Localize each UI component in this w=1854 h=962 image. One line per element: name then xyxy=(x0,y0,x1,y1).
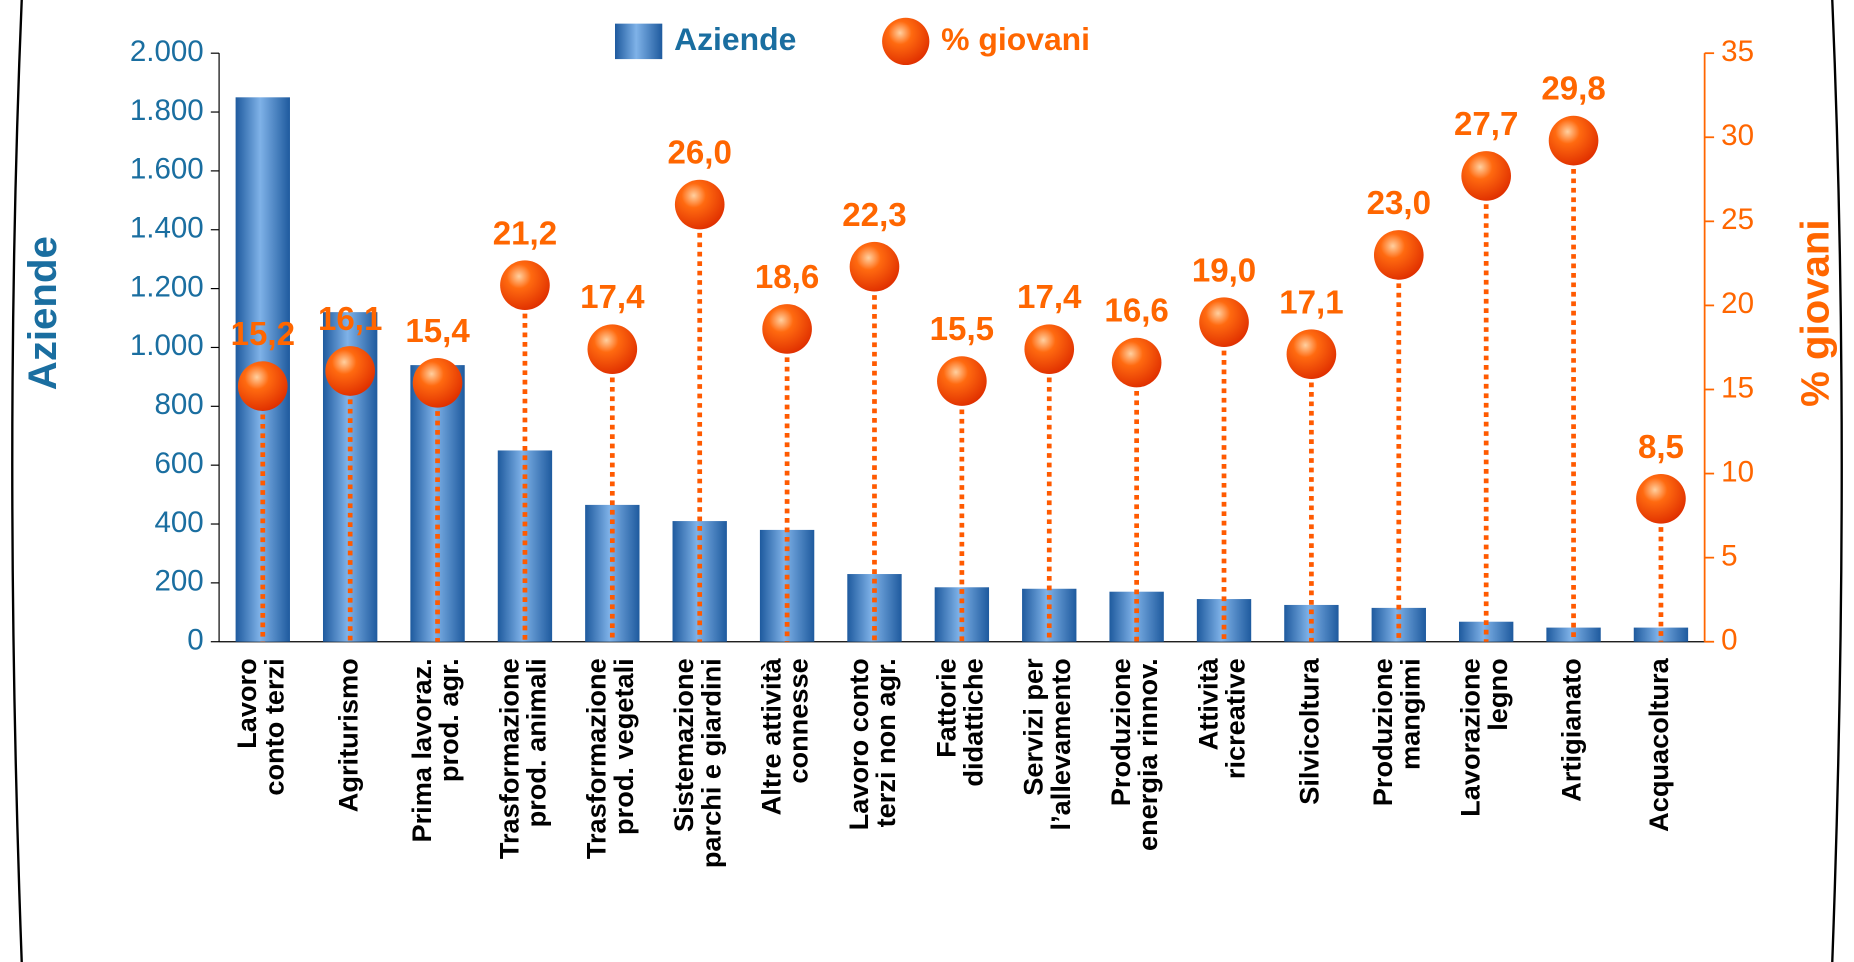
y2-tick-label: 0 xyxy=(1721,624,1737,657)
y-axis-title: Aziende xyxy=(20,236,65,390)
y2-tick-label: 5 xyxy=(1721,539,1737,572)
value-label: 17,4 xyxy=(1017,279,1082,316)
x-tick-label: Trasformazioneprod. animali xyxy=(494,658,552,859)
value-label: 21,2 xyxy=(493,215,557,252)
dot xyxy=(500,260,550,311)
y2-tick-label: 20 xyxy=(1721,287,1754,320)
x-tick-label: Altre attivitàconnesse xyxy=(756,657,814,815)
dot xyxy=(674,179,725,230)
value-label: 15,5 xyxy=(930,311,994,348)
y-tick-label: 600 xyxy=(154,447,203,480)
legend-swatch xyxy=(882,17,930,65)
y-tick-label: 1.400 xyxy=(130,212,204,245)
x-tick-label: Trasformazioneprod. vegetali xyxy=(581,658,639,859)
dot xyxy=(1548,115,1599,166)
x-tick-label: Prima lavoraz.prod. agr. xyxy=(406,658,464,842)
dot xyxy=(937,356,987,406)
dot xyxy=(849,241,900,292)
legend-swatch xyxy=(615,23,663,60)
value-label: 17,1 xyxy=(1279,284,1343,321)
legend-label: Aziende xyxy=(674,21,796,57)
x-tick-label: Acquacoltura xyxy=(1643,657,1674,832)
y-tick-label: 0 xyxy=(187,624,203,657)
bar xyxy=(497,450,553,642)
value-label: 15,4 xyxy=(405,313,470,350)
value-label: 23,0 xyxy=(1367,185,1431,222)
x-tick-label: Produzioneenergia rinnov. xyxy=(1105,658,1163,851)
dot xyxy=(325,346,375,396)
x-tick-label: Lavorazionelegno xyxy=(1455,658,1513,817)
y2-tick-label: 35 xyxy=(1721,35,1754,68)
value-label: 27,7 xyxy=(1454,106,1518,143)
value-label: 15,2 xyxy=(231,316,295,353)
x-tick-label: Agriturismo xyxy=(332,658,363,812)
y-tick-label: 1.800 xyxy=(130,94,204,127)
x-tick-label: Lavoroconto terzi xyxy=(231,658,289,795)
bar xyxy=(585,504,640,642)
y2-tick-label: 15 xyxy=(1721,371,1754,404)
y-tick-label: 400 xyxy=(154,506,203,539)
dot xyxy=(1024,324,1075,374)
value-label: 16,1 xyxy=(318,301,382,338)
x-tick-label: Servizi perl’allevamento xyxy=(1018,658,1076,831)
y-tick-label: 1.200 xyxy=(130,270,204,303)
dot xyxy=(237,361,288,411)
frame xyxy=(11,0,1843,962)
x-tick-label: Silvicoltura xyxy=(1294,657,1325,804)
y-tick-label: 1.600 xyxy=(130,153,204,186)
x-tick-label: Produzionemangimi xyxy=(1367,658,1425,806)
value-label: 26,0 xyxy=(668,135,732,172)
value-label: 29,8 xyxy=(1541,71,1605,108)
value-label: 19,0 xyxy=(1192,252,1256,289)
dot xyxy=(1636,473,1686,524)
value-label: 22,3 xyxy=(842,197,906,234)
legend-label: % giovani xyxy=(941,21,1090,57)
dot xyxy=(587,324,638,374)
dot xyxy=(1199,297,1249,348)
y-tick-label: 1.000 xyxy=(130,329,204,362)
x-tick-label: Lavoro contoterzi non agr. xyxy=(843,658,901,830)
bar xyxy=(934,587,990,642)
dot xyxy=(1373,230,1424,280)
value-label: 18,6 xyxy=(755,259,819,296)
x-tick-label: Attivitàricreative xyxy=(1193,657,1251,779)
x-tick-label: Sistemazioneparchi e giardini xyxy=(668,658,726,868)
y-tick-label: 2.000 xyxy=(130,35,204,68)
dot xyxy=(762,304,812,354)
dot xyxy=(412,357,463,408)
y2-tick-label: 10 xyxy=(1721,455,1754,488)
value-label: 8,5 xyxy=(1638,429,1684,466)
x-tick-label: Fattoriedidattiche xyxy=(930,658,988,786)
value-label: 17,4 xyxy=(580,279,645,316)
dot xyxy=(1286,329,1337,379)
y2-tick-label: 30 xyxy=(1721,119,1754,152)
x-tick-label: Artigianato xyxy=(1556,658,1587,801)
y2-tick-label: 25 xyxy=(1721,203,1754,236)
y2-axis-title: % giovani xyxy=(1793,219,1838,407)
y-tick-label: 800 xyxy=(154,388,203,421)
value-label: 16,6 xyxy=(1104,293,1168,330)
dot xyxy=(1461,151,1511,201)
dot xyxy=(1111,337,1162,388)
y-tick-label: 200 xyxy=(154,565,203,598)
